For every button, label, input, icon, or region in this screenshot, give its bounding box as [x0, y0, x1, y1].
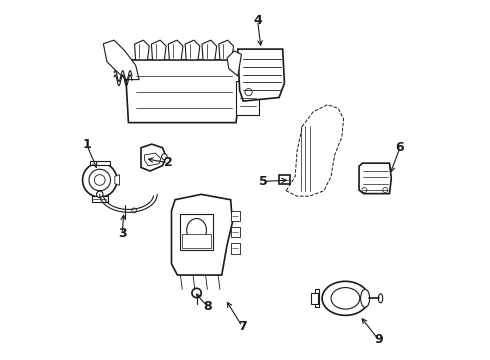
Circle shape	[161, 154, 167, 159]
Polygon shape	[202, 40, 217, 60]
Text: 4: 4	[253, 14, 262, 27]
Bar	[311, 293, 318, 304]
Bar	[231, 243, 240, 253]
Polygon shape	[219, 40, 234, 60]
Ellipse shape	[331, 288, 360, 309]
Circle shape	[89, 169, 111, 191]
Text: 1: 1	[82, 138, 91, 150]
Polygon shape	[151, 40, 166, 60]
Polygon shape	[227, 51, 242, 76]
Polygon shape	[359, 163, 392, 194]
Text: 3: 3	[118, 227, 127, 240]
Bar	[236, 81, 259, 116]
Polygon shape	[172, 194, 232, 275]
Polygon shape	[185, 40, 200, 60]
Circle shape	[362, 188, 367, 193]
Circle shape	[97, 191, 103, 198]
Ellipse shape	[378, 294, 383, 303]
Circle shape	[82, 163, 117, 197]
Circle shape	[95, 175, 105, 185]
Polygon shape	[168, 40, 183, 60]
Bar	[231, 211, 240, 221]
Ellipse shape	[187, 219, 206, 242]
Ellipse shape	[322, 281, 368, 315]
Text: 8: 8	[203, 300, 212, 313]
Bar	[90, 161, 110, 165]
Polygon shape	[141, 144, 166, 171]
Text: 7: 7	[238, 320, 246, 333]
Text: 9: 9	[374, 333, 383, 346]
Polygon shape	[315, 289, 318, 307]
Circle shape	[383, 188, 388, 193]
Bar	[180, 214, 213, 250]
Polygon shape	[145, 153, 161, 166]
Circle shape	[192, 288, 201, 298]
Bar	[92, 196, 108, 202]
Circle shape	[132, 208, 137, 213]
Bar	[231, 227, 240, 237]
Polygon shape	[125, 60, 243, 123]
Bar	[279, 175, 290, 184]
Bar	[182, 234, 211, 248]
Text: 5: 5	[259, 175, 268, 188]
Polygon shape	[135, 40, 149, 60]
Polygon shape	[103, 40, 139, 80]
Ellipse shape	[361, 289, 369, 307]
Polygon shape	[115, 175, 120, 185]
Text: 6: 6	[395, 141, 404, 154]
Polygon shape	[238, 49, 285, 101]
Polygon shape	[286, 105, 343, 196]
Circle shape	[245, 89, 252, 96]
Text: 2: 2	[164, 156, 172, 169]
